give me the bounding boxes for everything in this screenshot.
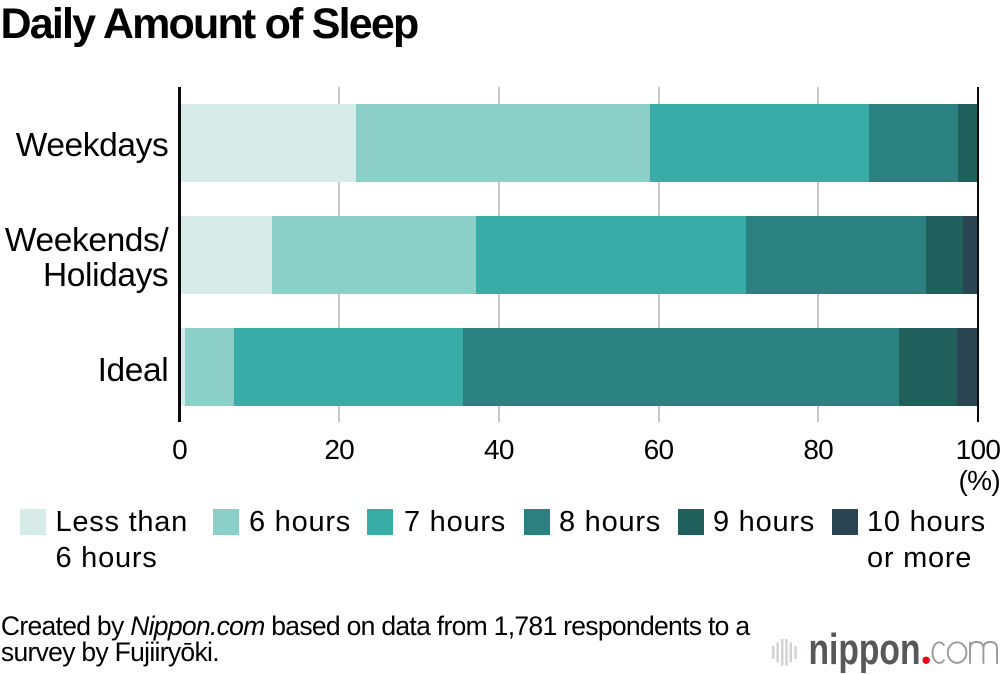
- svg-text:nippon: nippon: [809, 628, 921, 674]
